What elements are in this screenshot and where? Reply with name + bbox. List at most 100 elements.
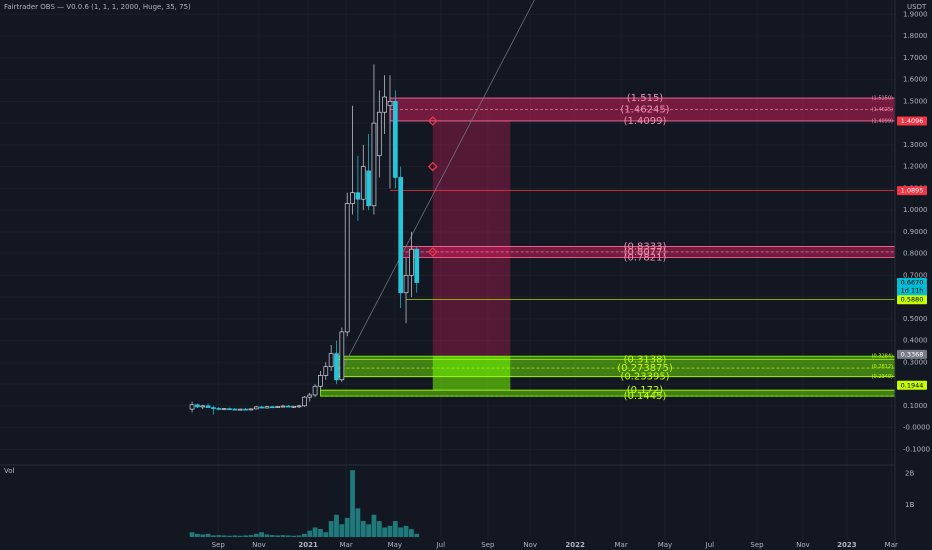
zone-level-label: (0.1445) <box>624 391 667 402</box>
volume-bar <box>403 525 409 537</box>
volume-bar <box>237 535 243 537</box>
zone-level-label: (0.8333) <box>624 241 667 252</box>
x-tick-label: Mar <box>340 541 353 549</box>
y-tick-label: 0.9000 <box>903 228 928 236</box>
volume-bar <box>414 533 420 537</box>
candle-body <box>243 408 248 411</box>
candle-body <box>280 405 286 408</box>
candle-body <box>227 408 232 411</box>
volume-bar <box>285 535 291 537</box>
y-tick-label: 0.7000 <box>903 271 928 279</box>
volume-bar <box>211 535 216 537</box>
y-tick-label: 1.9000 <box>903 10 928 18</box>
candle-body <box>403 274 409 294</box>
price-tag <box>897 116 927 126</box>
candle-body <box>296 405 302 408</box>
candle-body <box>189 404 195 410</box>
y-tick-label: 1.5000 <box>903 97 928 105</box>
chart-title: Fairtrader OBS — V0.0.6 (1, 1, 1, 2000, … <box>4 3 191 11</box>
volume-bar <box>232 535 238 537</box>
y-tick-label: 1.0000 <box>903 206 928 214</box>
volume-tick-label: 1B <box>905 501 914 509</box>
zone-level-label: (0.23395) <box>620 372 669 383</box>
zone <box>320 389 896 397</box>
projection-loss <box>432 120 511 357</box>
y-tick-label: 0.1000 <box>903 402 928 410</box>
candle-body <box>344 203 350 333</box>
candle-body <box>248 408 254 411</box>
price-tag <box>897 278 927 297</box>
y-tick-label: -0.0000 <box>903 424 930 432</box>
price-tag <box>897 295 927 305</box>
candle-body <box>237 408 243 411</box>
volume-bar <box>216 535 222 537</box>
x-tick-label: 2023 <box>837 541 857 549</box>
candle-body <box>339 331 345 381</box>
zone-level-label: (1.46245) <box>620 105 669 116</box>
price-tag-label: 1.0895 <box>901 187 924 195</box>
candle-body <box>376 111 382 157</box>
trend-line <box>336 0 535 380</box>
candle-body <box>205 405 211 408</box>
x-tick-label: Jul <box>436 541 446 549</box>
price-tag <box>897 186 927 196</box>
zone-level-label: (1.4099) <box>624 116 667 127</box>
y-tick-label: 1.2000 <box>903 163 928 171</box>
candle-body <box>269 406 275 409</box>
candle-body <box>392 101 398 178</box>
y-tick-label: 1.8000 <box>903 32 928 40</box>
y-tick-label: 0.3000 <box>903 358 928 366</box>
candle-body <box>360 166 366 200</box>
volume-bar <box>360 521 366 537</box>
x-tick-label: 2021 <box>298 541 318 549</box>
candle-body <box>275 406 280 408</box>
candle-body <box>291 405 297 408</box>
x-tick-label: Mar <box>885 541 898 549</box>
x-tick-label: May <box>658 541 672 549</box>
zone-level-label: (0.3138) <box>624 354 667 365</box>
price-tag-label: 0.1944 <box>901 381 924 389</box>
price-tag-label: 0.6670 <box>901 279 924 287</box>
volume-bar <box>269 535 275 537</box>
volume-label: Vol <box>4 467 15 475</box>
candle-body <box>323 366 329 376</box>
y-tick-label: 1.7000 <box>903 54 928 62</box>
signal-marker <box>427 161 438 172</box>
candle-body <box>318 375 323 387</box>
x-tick-label: 2022 <box>565 541 585 549</box>
signal-marker <box>427 116 438 126</box>
volume-bar <box>280 535 286 537</box>
candle-body <box>221 408 227 411</box>
x-tick-label: Jul <box>705 541 715 549</box>
y-tick-label: 0.5000 <box>903 315 928 323</box>
candle-body <box>285 405 291 408</box>
y-tick-label: 0.4000 <box>903 337 928 345</box>
price-tag-note: 1d 11h <box>901 287 924 295</box>
candle-body <box>211 407 216 409</box>
volume-bar <box>398 527 404 537</box>
zone-level-label: (0.172) <box>627 385 664 396</box>
candle-body <box>371 122 377 207</box>
zone-level-label: (1.515) <box>627 93 664 104</box>
price-tag <box>897 349 927 359</box>
volume-bar <box>253 533 259 537</box>
candle-body <box>195 404 200 408</box>
y-tick-label: 1.6000 <box>903 76 928 84</box>
zone-level-label: (0.7821) <box>624 252 667 263</box>
y-tick-label: 0.8000 <box>903 250 928 258</box>
volume-bar <box>382 527 388 537</box>
volume-bar <box>408 529 414 537</box>
volume-tick-label: 2B <box>905 469 914 477</box>
projection-gain <box>432 356 511 391</box>
zone-tag: (1.4099) <box>872 118 893 124</box>
zone-level-label: (0.8077) <box>624 247 667 258</box>
candle-body <box>350 192 355 204</box>
volume-bar <box>366 524 371 537</box>
x-tick-label: Mar <box>614 541 627 549</box>
volume-bar <box>301 533 307 537</box>
candle-body <box>398 177 404 294</box>
volume-bar <box>221 535 227 537</box>
volume-bar <box>275 535 281 537</box>
candle-body <box>382 96 387 113</box>
